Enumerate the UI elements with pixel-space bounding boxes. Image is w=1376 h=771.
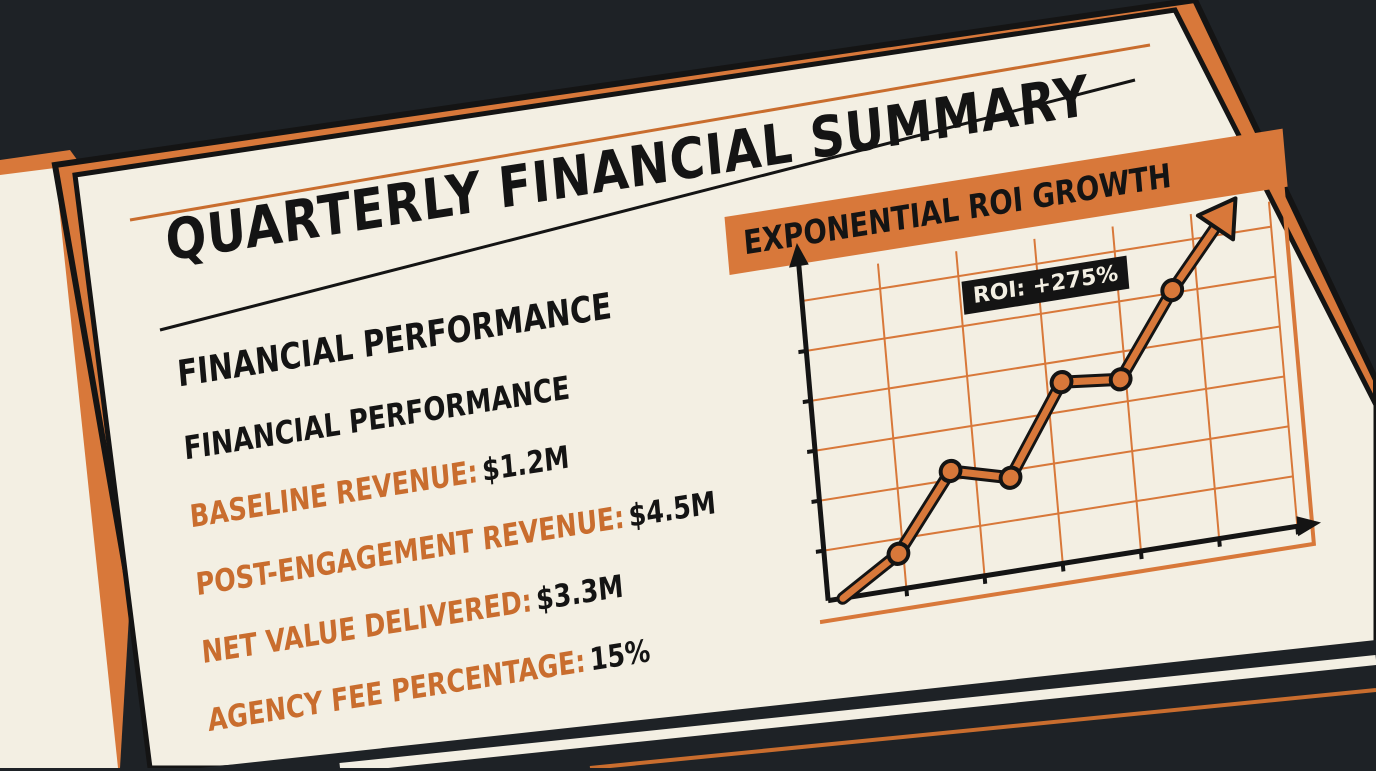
y-axis-arrow <box>789 243 809 268</box>
next-page-rule <box>589 688 1376 768</box>
title-underline <box>159 78 1136 332</box>
x-tick <box>982 573 988 585</box>
data-point <box>938 458 963 484</box>
lower-shadow <box>200 640 1376 768</box>
line-chart <box>789 184 1322 625</box>
grid-line <box>806 275 1276 352</box>
metric-label: NET VALUE DELIVERED: <box>200 582 534 672</box>
y-tick <box>811 498 822 504</box>
metric-value: $4.5M <box>627 484 718 535</box>
grid-line <box>876 263 908 589</box>
y-tick <box>802 398 813 405</box>
grid-line <box>1267 201 1299 527</box>
data-point <box>1049 370 1074 395</box>
series-arrowhead <box>1195 196 1238 242</box>
next-page-edge <box>339 655 1376 768</box>
y-tick <box>806 448 818 455</box>
grid-line <box>810 325 1280 402</box>
x-tick <box>1060 561 1066 572</box>
chart-panel: EXPONENTIAL ROI GROWTH ROI: +275% <box>724 128 1322 637</box>
left-page <box>0 168 118 768</box>
x-axis-arrow <box>1296 516 1322 537</box>
grid-line <box>819 425 1289 502</box>
data-point <box>998 465 1023 490</box>
grid-line <box>801 225 1272 302</box>
panel-border <box>819 184 1317 625</box>
metric-value: 15% <box>588 633 652 679</box>
y-tick <box>815 548 826 554</box>
grid-line <box>955 251 986 576</box>
page-content: QUARTERLY FINANCIAL SUMMARY FINANCIAL PE… <box>150 0 1376 749</box>
data-point <box>1160 277 1185 303</box>
grid-line <box>1189 213 1221 539</box>
x-tick <box>1138 548 1144 560</box>
data-point <box>1108 367 1133 392</box>
data-point <box>886 541 911 566</box>
y-axis <box>795 260 831 601</box>
x-tick <box>1216 536 1222 547</box>
x-tick <box>1295 523 1300 535</box>
metric-value: $3.3M <box>534 568 625 619</box>
metric-label: BASELINE REVENUE: <box>188 453 480 536</box>
metric-value: $1.2M <box>480 439 571 490</box>
series-line <box>839 210 1229 602</box>
top-rule <box>129 43 1151 222</box>
y-tick <box>798 348 809 355</box>
x-tick <box>904 585 910 597</box>
